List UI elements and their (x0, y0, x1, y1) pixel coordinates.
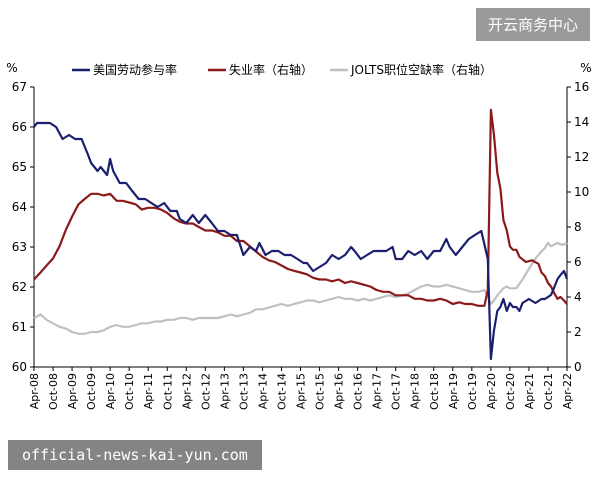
watermark-bottom: official-news-kai-yun.com (8, 440, 262, 470)
x-axis-tick-label: Apr-15 (295, 373, 308, 409)
left-axis-tick-label: 62 (12, 280, 27, 294)
series-line-1 (33, 121, 569, 361)
x-axis-tick-label: Apr-22 (561, 373, 574, 409)
x-axis-tick-label: Apr-19 (447, 373, 460, 409)
x-axis-tick-label: Apr-13 (218, 373, 231, 409)
left-axis-tick-label: 64 (12, 200, 27, 214)
x-axis-tick-label: Oct-18 (428, 373, 441, 410)
x-axis-tick-label: Oct-15 (314, 373, 327, 410)
right-axis-unit: % (580, 61, 591, 75)
x-axis-tick-label: Apr-14 (256, 373, 269, 409)
x-axis-tick-label: Apr-16 (333, 373, 346, 409)
left-axis-tick-label: 61 (12, 320, 27, 334)
x-axis-tick-label: Apr-17 (371, 373, 384, 409)
x-axis-tick-label: Apr-12 (180, 373, 193, 409)
x-axis-tick-label: Oct-14 (275, 373, 288, 410)
x-axis-tick-label: Apr-20 (485, 373, 498, 409)
watermark-top: 开云商务中心 (475, 8, 590, 41)
x-axis-tick-label: Oct-09 (85, 373, 98, 410)
left-axis-tick-label: 63 (12, 240, 27, 254)
right-axis-tick-label: 2 (574, 325, 582, 339)
x-axis-tick-label: Oct-08 (47, 373, 60, 410)
chart-series-layer (33, 108, 569, 361)
right-axis-tick-label: 14 (574, 115, 589, 129)
chart-axes: 60 61 62 63 64 65 66 67 0 2 4 6 8 10 12 14 16 Apr-08 Oct-0… (12, 80, 590, 410)
right-axis-tick-label: 0 (574, 360, 582, 374)
x-axis-tick-label: Oct-20 (504, 373, 517, 410)
legend-label-3: JOLTS职位空缺率（右轴） (350, 62, 492, 77)
right-axis-tick-label: 4 (574, 290, 582, 304)
left-axis-tick-label: 60 (12, 360, 27, 374)
x-axis-tick-label: Apr-21 (523, 373, 536, 409)
x-axis-tick-label: Apr-08 (28, 373, 41, 409)
chart-legend: 美国劳动参与率 失业率（右轴） JOLTS职位空缺率（右轴） (72, 62, 492, 77)
x-axis-tick-label: Apr-11 (142, 373, 155, 409)
x-axis-tick-label: Oct-10 (123, 373, 136, 410)
x-axis-tick-label: Oct-13 (237, 373, 250, 410)
x-axis-tick-label: Apr-09 (66, 373, 79, 409)
x-axis-tick-label: Oct-21 (542, 373, 555, 410)
x-axis-tick-label: Oct-12 (199, 373, 212, 410)
right-axis-tick-label: 8 (574, 220, 582, 234)
right-axis-tick-label: 6 (574, 255, 582, 269)
right-axis-tick-label: 16 (574, 80, 589, 94)
x-axis-tick-label: Oct-16 (352, 373, 365, 410)
series-line-3 (33, 241, 568, 335)
x-axis-tick-label: Apr-18 (409, 373, 422, 409)
right-axis-tick-label: 12 (574, 150, 589, 164)
x-axis-tick-label: Oct-19 (466, 373, 479, 410)
legend-label-1: 美国劳动参与率 (93, 62, 177, 77)
left-axis-unit: % (6, 61, 17, 75)
series-line-2 (33, 108, 568, 307)
left-axis-tick-label: 67 (12, 80, 27, 94)
left-axis-tick-label: 66 (12, 120, 27, 134)
x-axis-tick-label: Apr-10 (104, 373, 117, 409)
right-axis-tick-label: 10 (574, 185, 589, 199)
left-axis-tick-label: 65 (12, 160, 27, 174)
x-axis-tick-label: Oct-11 (161, 373, 174, 410)
legend-label-2: 失业率（右轴） (229, 62, 313, 77)
x-axis-tick-label: Oct-17 (390, 373, 403, 410)
